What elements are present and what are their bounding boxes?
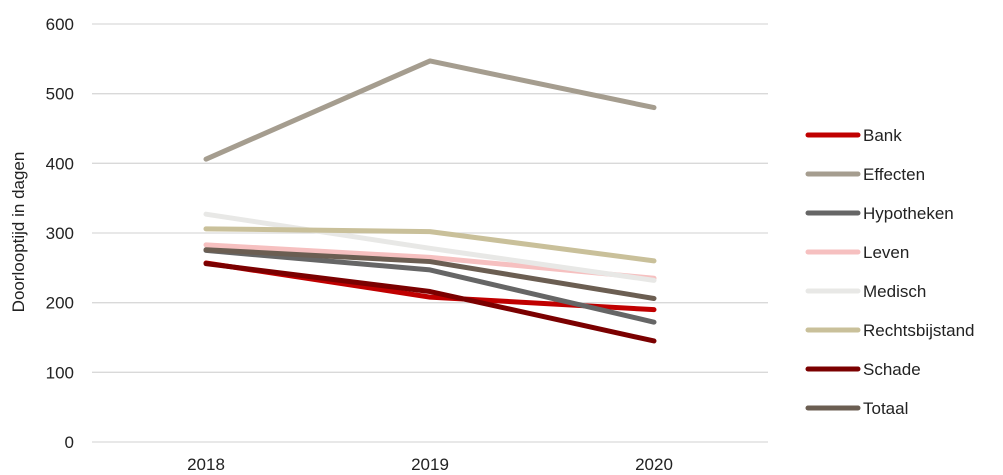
x-tick-label: 2018 bbox=[187, 455, 225, 474]
legend-item: Medisch bbox=[805, 282, 926, 301]
legend-item: Leven bbox=[805, 243, 909, 262]
series-line-hypotheken bbox=[203, 247, 657, 325]
legend-label: Totaal bbox=[863, 399, 908, 418]
legend-label: Leven bbox=[863, 243, 909, 262]
y-tick-label: 100 bbox=[46, 363, 74, 382]
legend-label: Effecten bbox=[863, 165, 925, 184]
series-line-rechtsbijstand bbox=[203, 226, 657, 264]
legend-item: Effecten bbox=[805, 165, 925, 184]
series-line-schade bbox=[203, 261, 657, 344]
y-tick-label: 600 bbox=[46, 15, 74, 34]
legend-label: Schade bbox=[863, 360, 921, 379]
series-line-effecten bbox=[203, 58, 657, 162]
legend-item: Totaal bbox=[805, 399, 908, 418]
series-line-totaal bbox=[203, 247, 657, 301]
y-tick-label: 0 bbox=[65, 433, 74, 452]
y-tick-label: 300 bbox=[46, 224, 74, 243]
y-tick-label: 400 bbox=[46, 154, 74, 173]
legend-item: Rechtsbijstand bbox=[805, 321, 975, 340]
y-tick-label: 500 bbox=[46, 85, 74, 104]
legend-item: Bank bbox=[805, 126, 902, 145]
series-line-medisch bbox=[203, 211, 657, 283]
series-lines bbox=[203, 58, 657, 344]
x-tick-label: 2019 bbox=[411, 455, 449, 474]
x-axis-ticks: 2018 2019 2020 bbox=[187, 455, 673, 474]
legend-label: Rechtsbijstand bbox=[863, 321, 975, 340]
y-axis-title: Doorlooptijd in dagen bbox=[9, 152, 28, 313]
legend-label: Hypotheken bbox=[863, 204, 954, 223]
legend: Bank Effecten Hypotheken Leven Medisch Rechts… bbox=[805, 126, 975, 418]
gridlines bbox=[92, 23, 768, 443]
legend-label: Bank bbox=[863, 126, 902, 145]
legend-item: Hypotheken bbox=[805, 204, 954, 223]
x-tick-label: 2020 bbox=[635, 455, 673, 474]
legend-label: Medisch bbox=[863, 282, 926, 301]
y-tick-label: 200 bbox=[46, 294, 74, 313]
legend-item: Schade bbox=[805, 360, 921, 379]
y-axis-ticks: 0 100 200 300 400 500 600 bbox=[46, 15, 74, 452]
